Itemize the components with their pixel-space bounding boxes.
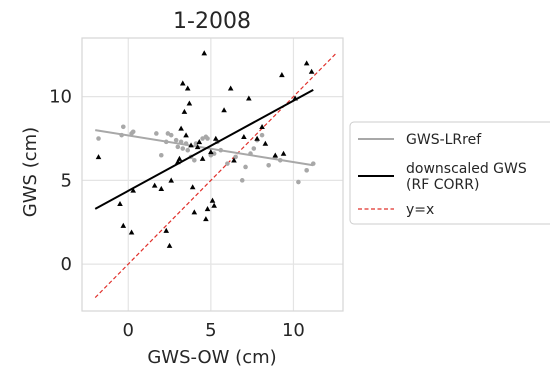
downscaled-point [303, 60, 310, 66]
y-tick-label: 5 [61, 170, 72, 191]
lrref-point [193, 141, 199, 146]
lrref-point [296, 179, 301, 185]
downscaled-point [151, 182, 158, 188]
legend-label: GWS-LRref [406, 132, 482, 148]
downscaled-point [181, 108, 188, 114]
downscaled-point [158, 185, 165, 191]
lrref-point [130, 129, 136, 135]
lrref-point [192, 157, 197, 163]
plot-marks [94, 50, 337, 299]
identity-line [94, 52, 337, 299]
lrref-point [154, 131, 159, 136]
legend-box [349, 121, 550, 225]
lrref-point [180, 146, 186, 151]
downscaled-point [208, 149, 214, 155]
lrref-fit-line [95, 129, 314, 167]
chart-title: 1-2008 [173, 9, 251, 34]
lrref-point [259, 132, 265, 138]
downscaled-point [254, 135, 260, 141]
lrref-point [185, 147, 191, 153]
y-tick-label: 10 [49, 87, 72, 108]
x-tick-label: 5 [205, 320, 216, 341]
lrref-point [173, 137, 179, 143]
downscaled-point [188, 142, 194, 148]
downscaled-point [179, 80, 186, 86]
downscaled-point [163, 227, 170, 233]
downscaled-point [117, 201, 123, 207]
downscaled-point [128, 229, 135, 235]
downscaled-point [211, 202, 217, 208]
downscaled-point [246, 95, 252, 101]
downscaled-point [130, 187, 137, 193]
lrref-point [211, 151, 217, 156]
downscaled-point [166, 242, 173, 248]
x-axis-label: GWS-OW (cm) [147, 347, 276, 368]
downscaled-point [189, 184, 196, 190]
downscaled-point [279, 72, 285, 78]
downscaled-point [221, 107, 227, 113]
lrref-point [158, 152, 164, 158]
x-tick-label: 0 [123, 320, 134, 341]
downscaled-point [178, 125, 184, 131]
downscaled-point [308, 68, 315, 74]
downscaled-point [176, 155, 183, 161]
downscaled-point [186, 100, 193, 106]
tick-labels: 0 5 10 0 5 10 [49, 87, 305, 341]
axes-frame [81, 37, 344, 312]
legend: GWS-LRref downscaled GWS (RF CORR) y=x [349, 121, 550, 225]
downscaled-point [194, 144, 201, 150]
lrref-point [304, 168, 309, 173]
legend-label: y=x [406, 202, 434, 218]
downscaled-point [199, 155, 206, 161]
downscaled-fit-line [94, 89, 314, 210]
x-tick-label: 10 [282, 320, 305, 341]
downscaled-point [209, 197, 216, 203]
gridlines [82, 38, 343, 311]
lrref-point [239, 178, 245, 183]
downscaled-point [203, 216, 209, 222]
downscaled-point [184, 85, 191, 91]
downscaled-point [120, 222, 127, 228]
downscaled-point [262, 140, 269, 146]
downscaled-point [201, 50, 208, 56]
downscaled-point [196, 139, 203, 145]
downscaled-point [168, 177, 175, 183]
lrref-point [233, 154, 238, 160]
lrref-point [225, 161, 230, 166]
downscaled-point [191, 209, 198, 215]
downscaled-point [213, 135, 219, 141]
downscaled-point [183, 132, 189, 138]
lrref-point [243, 164, 248, 170]
lrref-point [266, 162, 271, 168]
lrref-point [251, 146, 257, 151]
downscaled-point [204, 206, 211, 212]
downscaled-point [241, 134, 247, 140]
legend-label: downscaled GWS (RF CORR) [406, 161, 527, 193]
lrref-point [205, 136, 210, 141]
y-axis-label: GWS (cm) [20, 127, 41, 217]
downscaled-point [231, 157, 237, 163]
downscaled-point [259, 123, 265, 130]
downscaled-point [227, 85, 234, 91]
lrref-point [168, 132, 174, 138]
y-tick-label: 0 [61, 254, 72, 275]
downscaled-point [280, 150, 287, 156]
lrref-point [96, 136, 101, 141]
lrref-point [175, 144, 181, 150]
lrref-point [120, 124, 126, 130]
downscaled-point [95, 154, 102, 160]
downscaled-point [272, 152, 279, 158]
